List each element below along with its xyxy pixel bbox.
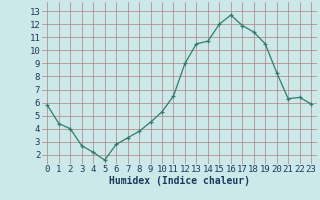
X-axis label: Humidex (Indice chaleur): Humidex (Indice chaleur) <box>109 176 250 186</box>
